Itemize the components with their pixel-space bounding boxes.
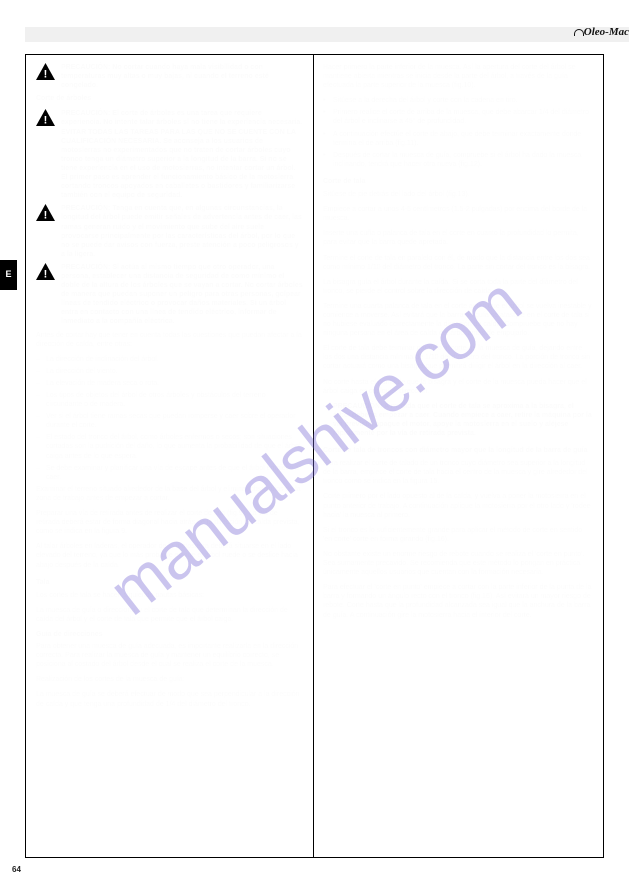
- svg-text:!: !: [44, 210, 48, 222]
- list-item: Los tipos de objetos del árbol de otros …: [36, 391, 303, 409]
- page-number: 64: [12, 865, 21, 875]
- svg-text:!: !: [44, 69, 48, 81]
- para: La bisagra guía el árbol durante la caíd…: [323, 278, 592, 296]
- para: La muesca de guía o direccional y el cor…: [36, 606, 303, 624]
- para: Termine el corte de tala en paralelo con…: [323, 254, 592, 272]
- top-bar: [25, 27, 629, 42]
- para: Realización de los cortes de la muesca d…: [36, 675, 303, 684]
- para: Inserte una cuña o palanca de tala en el…: [323, 229, 592, 247]
- brand-text: Oleo-Mac: [584, 26, 629, 38]
- list-item: A continuación efectúe el corte de abajo…: [323, 130, 592, 148]
- para: No corte hasta el punto de que la bisagr…: [323, 378, 592, 396]
- heading: Tala: [36, 578, 303, 587]
- list-item: El estado del tronco del árbol, como árb…: [36, 433, 303, 460]
- warning-icon: !: [36, 63, 55, 80]
- list-item: La elevación de madera seca o rota.: [36, 379, 303, 388]
- warning-icon: !: [36, 263, 55, 280]
- warning-icon: !: [36, 204, 55, 221]
- para: Hacer primero la parte inferior de la mu…: [323, 63, 592, 90]
- para: Corte primero por el lado opuesto al de …: [323, 492, 592, 519]
- svg-text:!: !: [44, 268, 48, 280]
- list-item: La dirección del viento.: [36, 367, 303, 376]
- right-column: Hacer primero la parte inferior de la mu…: [313, 55, 602, 857]
- list-item: Primero realice el corte de arriba de la…: [323, 108, 592, 126]
- warn2-title: Corte de árboles: [36, 95, 91, 102]
- warn4-text: PRECAUCIÓN: Si actúa al mismo tiempo que…: [61, 264, 303, 326]
- para: Para realizar el corte de talado de un t…: [323, 459, 592, 486]
- para: Si el tronco es lo suficientemente grand…: [323, 526, 592, 544]
- list-item: PRECAUCIÓN: A medida que el corte de tal…: [323, 402, 592, 438]
- logo-arc: [574, 29, 584, 36]
- warn1-text: PRECAUCIÓN: No cortar cuando haya mala v…: [61, 64, 269, 89]
- heading: Corte de tala: [323, 177, 592, 186]
- para: Preparar una vía de retirada antes de re…: [36, 509, 303, 536]
- list-item: Sitúese a la derecha del árbol y corte c…: [323, 96, 592, 105]
- list-item: Después de cortar la muesca de guía, com…: [323, 151, 592, 169]
- para: Examinar el terreno situado alrededor de…: [36, 485, 303, 503]
- side-tab: E: [0, 260, 17, 290]
- left-column: ! PRECAUCIÓN: No cortar cuando haya mala…: [26, 55, 313, 857]
- para: Al talar árboles en laderas, el operador…: [36, 542, 303, 569]
- warn2-text: PRECAUCIÓN: El corte de árboles es una t…: [61, 110, 302, 199]
- para: Empiece a cortar a unos 4-5 centímetros …: [323, 205, 592, 223]
- list-item: Ver si el árbol tiene ramas secas que pu…: [36, 412, 303, 430]
- heading: Corte de tala de troncos con diámetro ma…: [323, 446, 592, 455]
- warning-icon: !: [36, 109, 55, 126]
- brand-logo: Oleo-Mac: [574, 25, 629, 39]
- para: No obstante existe un enorme riesgo de r…: [323, 550, 592, 577]
- para: La muesca de guía se deberá efectuar de …: [36, 690, 303, 708]
- para: Antes de cortar hay que tener en cuenta …: [36, 331, 303, 349]
- para: Termine una cuarta palanca de tala en el…: [323, 302, 592, 338]
- warn3-text: PRECAUCIÓN: Tenga en cuenta que, en algu…: [61, 205, 302, 257]
- list-item: Se debe examinar y planificar una vía de…: [36, 464, 303, 482]
- para: El corte de tala debe terminar paralelo …: [323, 344, 592, 371]
- para: Para efectuar el 'corte en punto' empiec…: [323, 583, 592, 619]
- para: Los cortes de tala se hacen siguiendo pa…: [36, 591, 303, 600]
- list-item: La dirección de inclinación del árbol.: [36, 355, 303, 364]
- para: Para obtener una muesca de guía adecuada…: [36, 642, 303, 669]
- subheading: Guía de direcciones: [36, 630, 303, 639]
- para: Sitúese de pie detrás del lado del árbol…: [323, 190, 592, 199]
- svg-text:!: !: [44, 115, 48, 127]
